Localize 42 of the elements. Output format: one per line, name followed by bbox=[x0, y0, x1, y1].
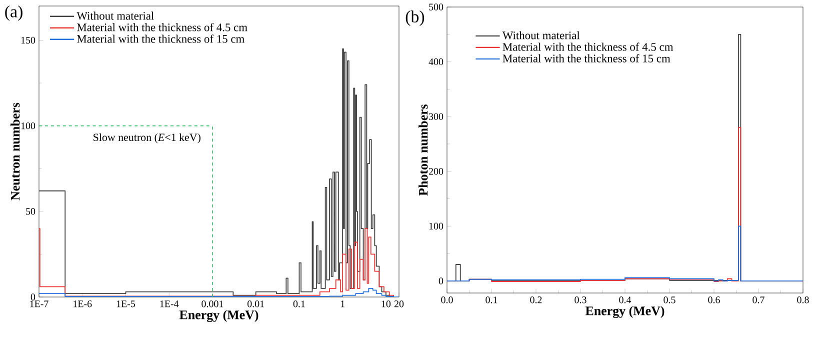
x-tick-label: 0.1 bbox=[293, 300, 305, 308]
x-tick-label: 1E-6 bbox=[74, 300, 92, 308]
legend-label: Without material bbox=[502, 31, 580, 40]
legend-label: Material with the thickness of 15 cm bbox=[502, 54, 670, 62]
x-tick-label: 0.8 bbox=[797, 296, 809, 304]
x-tick-label: 0.7 bbox=[752, 296, 764, 304]
x-tick-label: 0.4 bbox=[619, 296, 632, 304]
legend-label: Material with the thickness of 15 cm bbox=[76, 34, 245, 43]
y-tick-label: 300 bbox=[429, 113, 444, 120]
x-tick-label: 10 bbox=[382, 300, 391, 308]
x-tick-label: 0.3 bbox=[574, 296, 586, 304]
x-tick-label: 0.2 bbox=[530, 296, 542, 304]
y-tick-label: 0 bbox=[438, 278, 444, 284]
x-tick-label: 1 bbox=[340, 300, 344, 308]
x-tick-label: 0.001 bbox=[202, 300, 224, 308]
y-tick-label: 50 bbox=[26, 208, 36, 215]
y-tick-label: 100 bbox=[21, 122, 36, 130]
x-tick-label: 20 bbox=[394, 300, 404, 308]
ref-line-label: Slow neutron (E<1 keV) bbox=[94, 133, 200, 144]
y-tick-label: 0 bbox=[30, 294, 36, 300]
x-tick-label: 0.6 bbox=[708, 296, 720, 304]
y-tick-label: 500 bbox=[429, 4, 444, 10]
y-tick-label: 200 bbox=[428, 168, 444, 175]
x-tick-label: 0.5 bbox=[664, 296, 676, 304]
y-axis-title: Photon numbers bbox=[418, 104, 428, 196]
legend-label: Without material bbox=[76, 12, 154, 20]
x-tick-label: 1E-7 bbox=[30, 300, 48, 308]
x-axis-title: Energy (MeV) bbox=[179, 310, 258, 322]
x-tick-label: 0.0 bbox=[441, 296, 453, 304]
x-tick-label: 0.1 bbox=[486, 296, 498, 304]
y-tick-label: 100 bbox=[429, 222, 444, 230]
chart-title: (a) bbox=[5, 5, 22, 21]
y-tick-label: 400 bbox=[428, 58, 444, 66]
y-axis-title: Neutron numbers bbox=[10, 102, 20, 200]
x-tick-label: 1E-4 bbox=[160, 300, 179, 308]
x-tick-label: 0.01 bbox=[248, 300, 264, 308]
legend-label: Material with the thickness of 4.5 cm bbox=[76, 23, 248, 32]
x-axis-title: Energy (MeV) bbox=[585, 306, 664, 318]
y-tick-label: 150 bbox=[21, 36, 36, 44]
chart-title: (b) bbox=[406, 10, 424, 26]
x-tick-label: 1E-5 bbox=[116, 300, 136, 308]
legend-label: Material with the thickness of 4.5 cm bbox=[502, 42, 674, 51]
